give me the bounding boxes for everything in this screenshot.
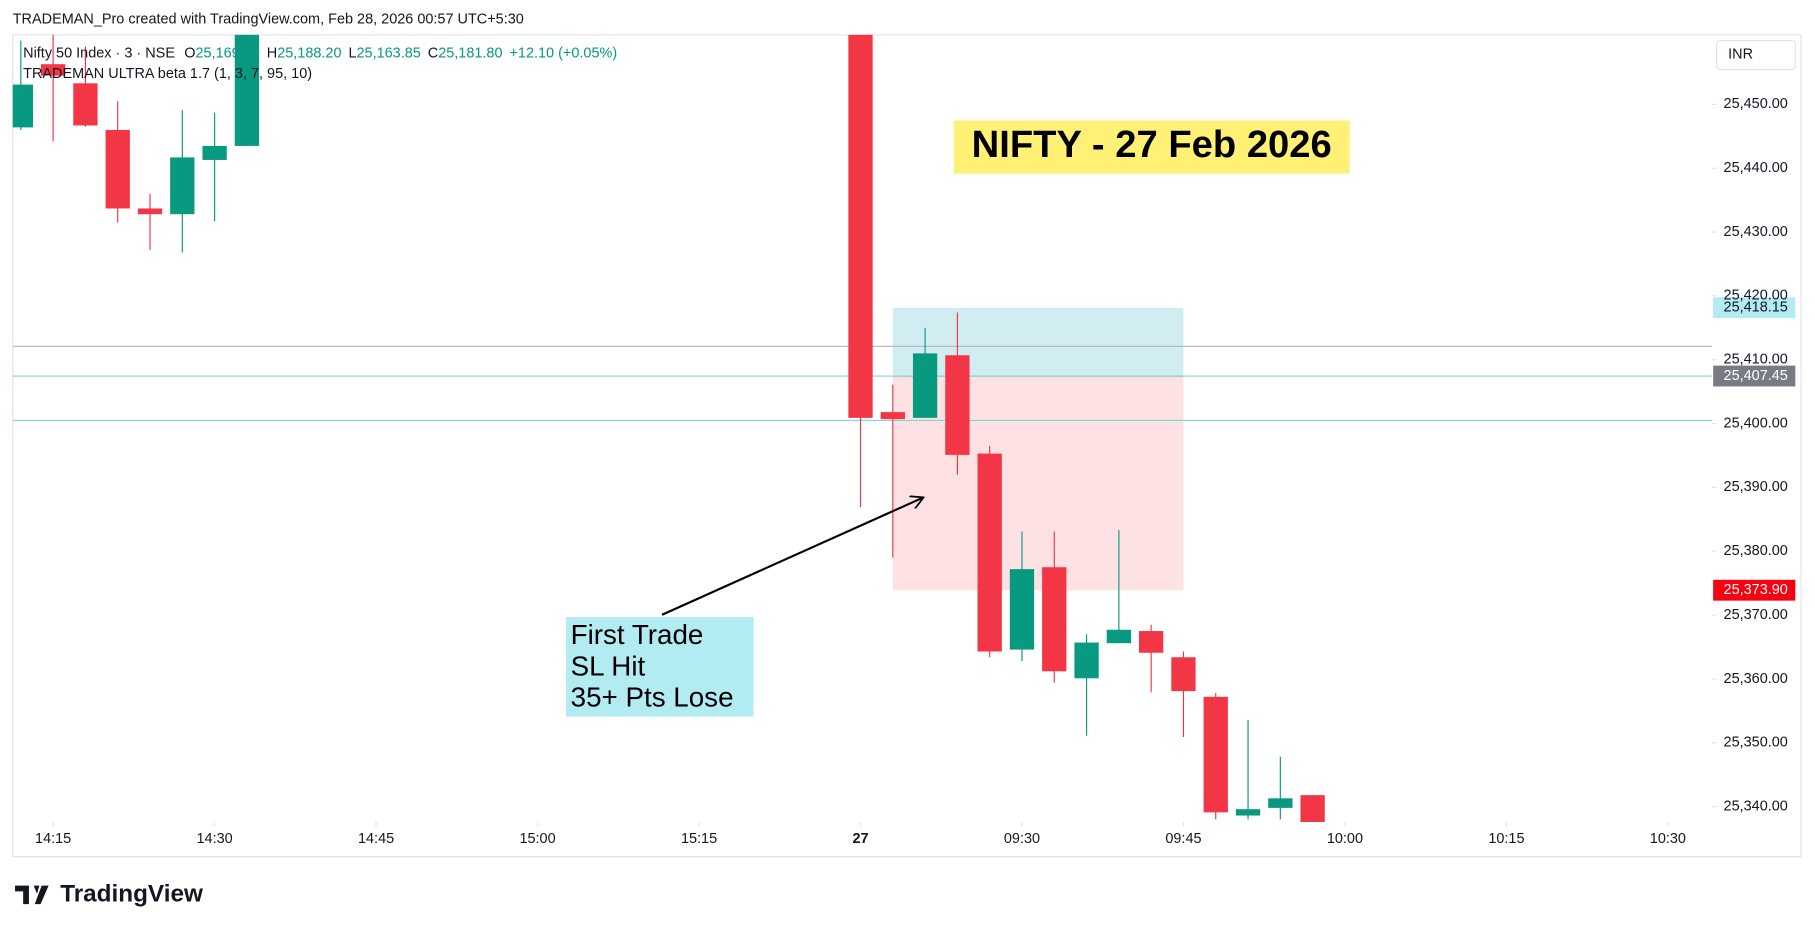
candle-body (1106, 629, 1132, 644)
candle-body (1009, 569, 1035, 650)
price-tag (1713, 365, 1796, 387)
legend-key: C (428, 45, 438, 61)
brand-name: TradingView (60, 880, 203, 907)
x-tick-label: 15:15 (681, 831, 717, 847)
candle-body (12, 84, 33, 128)
candle-body (202, 145, 227, 160)
candle-body (170, 157, 195, 215)
title-box (953, 120, 1350, 174)
y-tick-label: 25,350.00 (1724, 735, 1788, 751)
x-tick-label: 27 (852, 831, 868, 847)
candle-body (977, 453, 1002, 652)
candle-body (1042, 567, 1067, 672)
candle-body (234, 34, 260, 146)
y-tick-label: 25,380.00 (1724, 543, 1788, 559)
candle-body (1171, 657, 1196, 692)
annotation-line: SL Hit (571, 650, 646, 681)
y-tick-label: 25,440.00 (1724, 160, 1788, 176)
x-tick-label: 10:30 (1650, 831, 1686, 847)
candle-body (1203, 696, 1228, 813)
candle-body (137, 208, 163, 215)
legend-key: O (184, 45, 195, 61)
y-tick-label: 25,370.00 (1724, 607, 1788, 623)
y-tick-label: 25,420.00 (1724, 288, 1788, 304)
legend-value: 25,188.20 (277, 45, 341, 61)
price-tag-label: 25,373.90 (1724, 582, 1788, 598)
overlay: 25,418.15 25,407.45 25,373.90 (1713, 297, 1796, 601)
candle-body (848, 34, 873, 418)
annotation-box (566, 617, 754, 717)
legend-value: 25,181.80 (438, 45, 502, 61)
candle-body (880, 412, 905, 420)
legend-value: 25,163.85 (357, 45, 421, 61)
candle-body (105, 129, 130, 209)
x-tick-label: 15:00 (519, 831, 555, 847)
legend: Nifty 50 Index · 3 · NSE O25,169.70 H25,18… (23, 45, 617, 61)
chart-title: NIFTY - 27 Feb 2026 (972, 123, 1332, 166)
price-tag-label: 25,418.15 (1724, 300, 1788, 316)
legend-value: 25,169.70 (195, 45, 259, 61)
price-tag (1713, 297, 1796, 319)
legend-change: +12.10 (+0.05%) (509, 45, 617, 61)
legend-key: L (348, 45, 356, 61)
legend-key: H (267, 45, 277, 61)
y-tick-label: 25,360.00 (1724, 671, 1788, 687)
x-tick-label: 14:30 (197, 831, 233, 847)
y-tick-label: 25,400.00 (1724, 415, 1788, 431)
x-tick-label: 10:00 (1327, 831, 1363, 847)
price-tag (1713, 579, 1796, 601)
candle-body (945, 355, 970, 455)
candle-body (1235, 809, 1261, 816)
currency: INR (1728, 46, 1753, 62)
annotation-line: First Trade (571, 619, 704, 650)
brand-logo (15, 885, 49, 905)
currency-box (1716, 40, 1796, 71)
stop-zone (892, 376, 1184, 591)
legend-indicator: TRADEMAN ULTRA beta 1.7 (1, 3, 7, 95, 10… (23, 66, 312, 82)
chart-frame (12, 34, 1802, 858)
candle-body (1139, 631, 1164, 653)
x-tick-label: 09:45 (1165, 831, 1201, 847)
header: TRADEMAN_Pro created with TradingView.co… (13, 12, 524, 28)
target-zone (892, 307, 1184, 377)
y-tick-label: 25,390.00 (1724, 479, 1788, 495)
annotation-line: 35+ Pts Lose (571, 682, 734, 713)
candle-body (912, 353, 938, 418)
price-tag-label: 25,407.45 (1724, 368, 1788, 384)
candle-body (40, 64, 66, 76)
x-tick-label: 14:15 (35, 831, 71, 847)
annotation-arrow (661, 498, 922, 616)
candle-body (1300, 795, 1325, 822)
plot-area (12, 34, 1712, 822)
candle-body (1268, 798, 1293, 808)
candle-body (1074, 642, 1099, 679)
legend-symbol: Nifty 50 Index · 3 · NSE (23, 45, 175, 61)
x-tick-label: 09:30 (1004, 831, 1040, 847)
x-tick-label: 14:45 (358, 831, 394, 847)
y-tick-label: 25,340.00 (1724, 798, 1788, 814)
brand: TradingView (15, 880, 203, 907)
x-tick-label: 10:15 (1488, 831, 1524, 847)
y-tick-label: 25,410.00 (1724, 352, 1788, 368)
y-tick-label: 25,450.00 (1724, 96, 1788, 112)
y-tick-label: 25,430.00 (1724, 224, 1788, 240)
candle-body (73, 83, 98, 126)
